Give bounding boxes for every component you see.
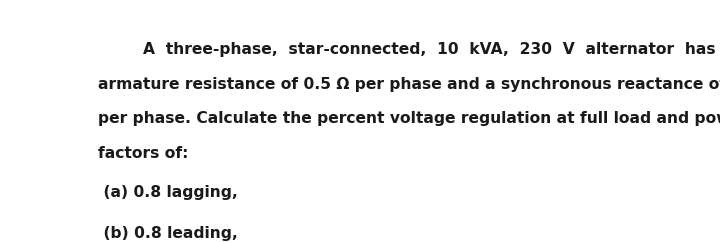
Text: armature resistance of 0.5 Ω per phase and a synchronous reactance of 1.2 Ω: armature resistance of 0.5 Ω per phase a… (99, 76, 720, 91)
Text: factors of:: factors of: (99, 145, 189, 160)
Text: (b) 0.8 leading,: (b) 0.8 leading, (99, 226, 238, 241)
Text: (a) 0.8 lagging,: (a) 0.8 lagging, (99, 185, 238, 200)
Text: A  three-phase,  star-connected,  10  kVA,  230  V  alternator  has  an: A three-phase, star-connected, 10 kVA, 2… (143, 42, 720, 57)
Text: per phase. Calculate the percent voltage regulation at full load and power: per phase. Calculate the percent voltage… (99, 111, 720, 126)
